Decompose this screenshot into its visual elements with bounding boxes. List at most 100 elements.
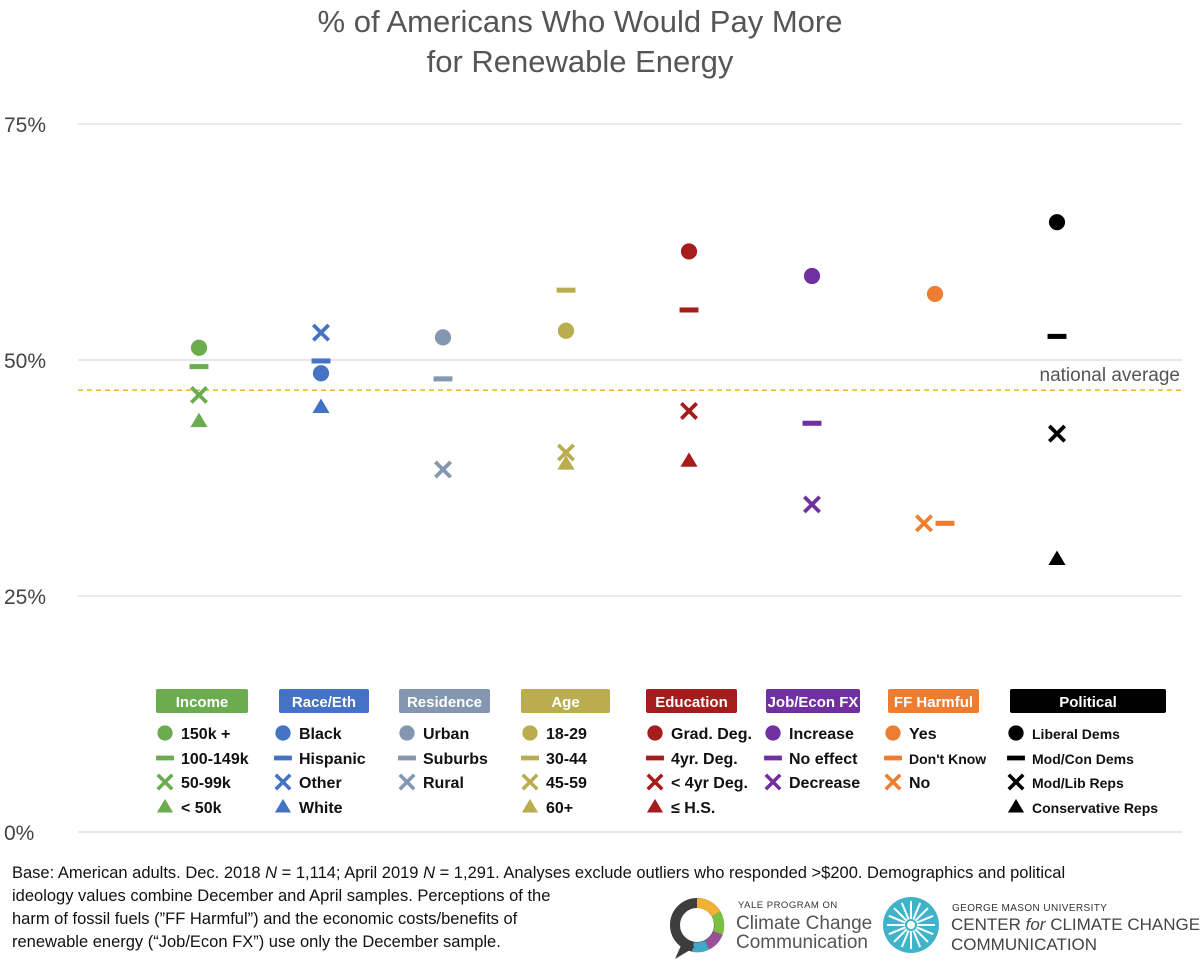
legend-marker-x: [398, 773, 416, 791]
legend-marker-triangle: [156, 798, 174, 813]
legend-marker-circle: [885, 725, 901, 741]
data-point-x: [803, 495, 821, 514]
legend-marker-x-stroke: [646, 773, 664, 791]
sunburst-ray: [893, 907, 908, 922]
legend-title: Residence: [407, 694, 482, 711]
sunburst-ray: [914, 907, 929, 922]
legend-marker-x-stroke: [398, 773, 416, 791]
data-point-dash: [311, 358, 331, 364]
legend-title: Income: [176, 694, 229, 711]
legend-label: 50-99k: [181, 775, 231, 792]
legend-label: Other: [299, 775, 342, 792]
data-point-circle: [1048, 214, 1066, 231]
data-point-x: [557, 443, 575, 462]
footnote-text: Base: American adults. Dec. 2018: [12, 864, 266, 882]
legend-marker-triangle: [646, 798, 664, 813]
data-point-dash: [679, 307, 699, 313]
legend-label: 45-59: [546, 775, 587, 792]
data-point-triangle: [680, 452, 698, 467]
data-point-circle: [434, 329, 452, 346]
legend-title: Education: [655, 694, 728, 711]
legend-marker-x-stroke: [274, 773, 292, 791]
legend-label: 100-149k: [181, 751, 249, 768]
sunburst-ray: [888, 914, 906, 924]
legend-label: Grad. Deg.: [671, 726, 752, 743]
legend-marker-circle: [765, 725, 781, 741]
legend-title: Job/Econ FX: [768, 694, 859, 711]
gmu-logo-line2: COMMUNICATION: [951, 935, 1097, 954]
y-tick-label: 0%: [4, 822, 34, 845]
data-point-circle: [190, 339, 208, 356]
legend-marker-dash: [884, 755, 902, 761]
sunburst-ray: [900, 902, 910, 920]
legend-marker-triangle: [274, 798, 292, 813]
gmu-logo-small: GEORGE MASON UNIVERSITY: [952, 903, 1107, 914]
legend-marker-dash: [274, 755, 292, 761]
y-tick-label: 50%: [4, 350, 46, 373]
footnote-line-3: harm of fossil fuels (”FF Harmful”) and …: [12, 910, 518, 928]
footnote-line-2: ideology values combine December and Apr…: [12, 887, 551, 905]
legend-marker-dash: [646, 755, 664, 761]
legend-label: Urban: [423, 726, 469, 743]
legend-marker-x: [764, 773, 782, 791]
data-point-circle: [926, 285, 944, 303]
data-point-x-stroke: [1048, 424, 1066, 443]
legend-label: Suburbs: [423, 751, 488, 768]
legend-label: Black: [299, 726, 342, 743]
footnote-n-symbol: N: [423, 864, 435, 882]
legend-label: Decrease: [789, 775, 860, 792]
data-point-x-stroke: [190, 385, 208, 404]
legend-title-box: [766, 689, 860, 713]
yale-ring-icon: [670, 898, 725, 959]
legend-group: Race/Eth Black Hispanic Other White: [274, 689, 369, 817]
sunburst-ray: [893, 928, 908, 943]
legend-marker-x: [646, 773, 664, 791]
data-point-x: [680, 401, 698, 420]
legend-marker-x-stroke: [884, 773, 902, 791]
legend-group: Income 150k + 100-149k 50-99k < 50k: [156, 689, 249, 817]
legend-label: 60+: [546, 800, 573, 817]
legend-label: No effect: [789, 751, 858, 768]
national-average-label: national average: [1040, 365, 1181, 386]
legend-title-box: [279, 689, 369, 713]
legend-marker-circle: [522, 725, 538, 741]
data-point-dash: [189, 364, 209, 370]
legend-label: No: [909, 775, 931, 792]
data-point-circle: [680, 243, 698, 260]
data-point-dash: [556, 287, 576, 293]
legend-title-box: [156, 689, 248, 713]
legend-label: Hispanic: [299, 751, 366, 768]
legend-title-box: [888, 689, 979, 713]
sunburst-icon: [883, 897, 939, 953]
legend-marker-circle: [1008, 725, 1024, 741]
legend-label: Liberal Dems: [1032, 726, 1120, 742]
legend-title: Age: [551, 694, 579, 711]
data-point-x: [915, 514, 933, 533]
legend-title-box: [521, 689, 610, 713]
legend-label: 18-29: [546, 726, 587, 743]
sunburst-ray: [916, 914, 934, 924]
data-point-x: [1048, 424, 1066, 443]
sunburst-ray: [900, 930, 910, 948]
legend-title: Race/Eth: [292, 694, 356, 711]
legend-marker-x: [884, 773, 902, 791]
legend-label: Rural: [423, 775, 464, 792]
legend-marker-dash: [764, 755, 782, 761]
sunburst-ray: [916, 926, 934, 936]
legend-label: Yes: [909, 726, 937, 743]
data-point-x-stroke: [915, 514, 933, 533]
legend-label: < 50k: [181, 800, 222, 817]
y-axis-ticks: 0% 25% 50% 75%: [4, 114, 46, 845]
sunburst-ray: [914, 928, 929, 943]
data-point-triangle: [1048, 550, 1066, 565]
legend-group: FF Harmful Yes Don't Know No: [884, 689, 986, 792]
legend-label: < 4yr Deg.: [671, 775, 748, 792]
legend-title-box: [399, 689, 490, 713]
legend-group: Education Grad. Deg. 4yr. Deg. < 4yr Deg. ≤ …: [646, 689, 752, 817]
legend-marker-x: [521, 773, 539, 791]
data-point-triangle: [190, 412, 208, 428]
legend-label: Mod/Con Dems: [1032, 751, 1134, 767]
footnote-line-1: Base: American adults. Dec. 2018 N = 1,1…: [12, 863, 1065, 884]
data-point-x: [434, 460, 452, 479]
